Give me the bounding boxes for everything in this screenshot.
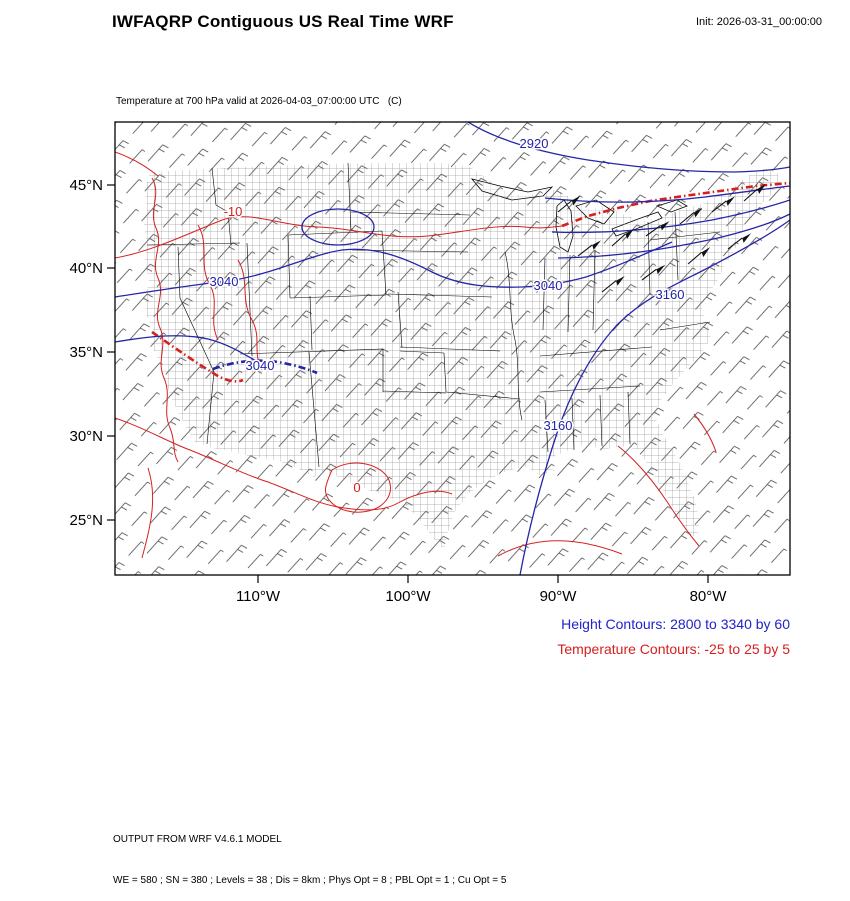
- lat-tick-label: 30°N: [69, 428, 103, 445]
- lat-tick-label: 45°N: [69, 177, 103, 194]
- height-contour-label: 3160: [544, 418, 573, 433]
- subtitle-temperature: Temperature at 700 hPa valid at 2026-04-…: [116, 96, 402, 107]
- contour-legend: Height Contours: 2800 to 3340 by 60 Temp…: [557, 612, 790, 662]
- wrf-map-plot: 45°N 40°N 35°N 30°N 25°N 110°W 100°W 90°…: [69, 121, 791, 605]
- temperature-contours: [115, 151, 790, 559]
- legend-height-contours: Height Contours: 2800 to 3340 by 60: [561, 616, 790, 632]
- height-contours: [115, 122, 790, 575]
- height-contour-label: 3160: [656, 287, 685, 302]
- lat-tick-label: 35°N: [69, 344, 103, 361]
- height-contour-label: 2920: [520, 136, 549, 151]
- wrf-plot-page: { "header": { "title": "IWFAQRP Contiguo…: [69, 12, 822, 886]
- page-title: IWFAQRP Contiguous US Real Time WRF: [112, 12, 454, 31]
- temp-contour-label: -10: [224, 204, 243, 219]
- lon-tick-label: 90°W: [540, 588, 578, 605]
- lon-tick-label: 80°W: [690, 588, 728, 605]
- plot-frame: [114, 121, 791, 576]
- temp-contour-label: 0: [353, 480, 360, 495]
- height-contour-label: 3040: [246, 358, 275, 373]
- footer-config-line: WE = 580 ; SN = 380 ; Levels = 38 ; Dis …: [113, 874, 507, 886]
- state-borders: [146, 162, 721, 468]
- lon-tick-label: 110°W: [236, 588, 281, 605]
- model-footer: OUTPUT FROM WRF V4.6.1 MODEL WE = 580 ; …: [113, 806, 506, 901]
- height-contour-label: 3040: [210, 274, 239, 289]
- lat-tick-label: 25°N: [69, 512, 103, 529]
- footer-model-line: OUTPUT FROM WRF V4.6.1 MODEL: [113, 834, 282, 845]
- lat-tick-label: 40°N: [69, 260, 103, 277]
- lon-tick-label: 100°W: [385, 588, 431, 605]
- legend-temperature-contours: Temperature Contours: -25 to 25 by 5: [557, 641, 790, 657]
- axis-ticks: [107, 184, 709, 583]
- init-time-label: Init: 2026-03-31_00:00:00: [696, 16, 822, 28]
- height-contour-label: 3040: [534, 278, 563, 293]
